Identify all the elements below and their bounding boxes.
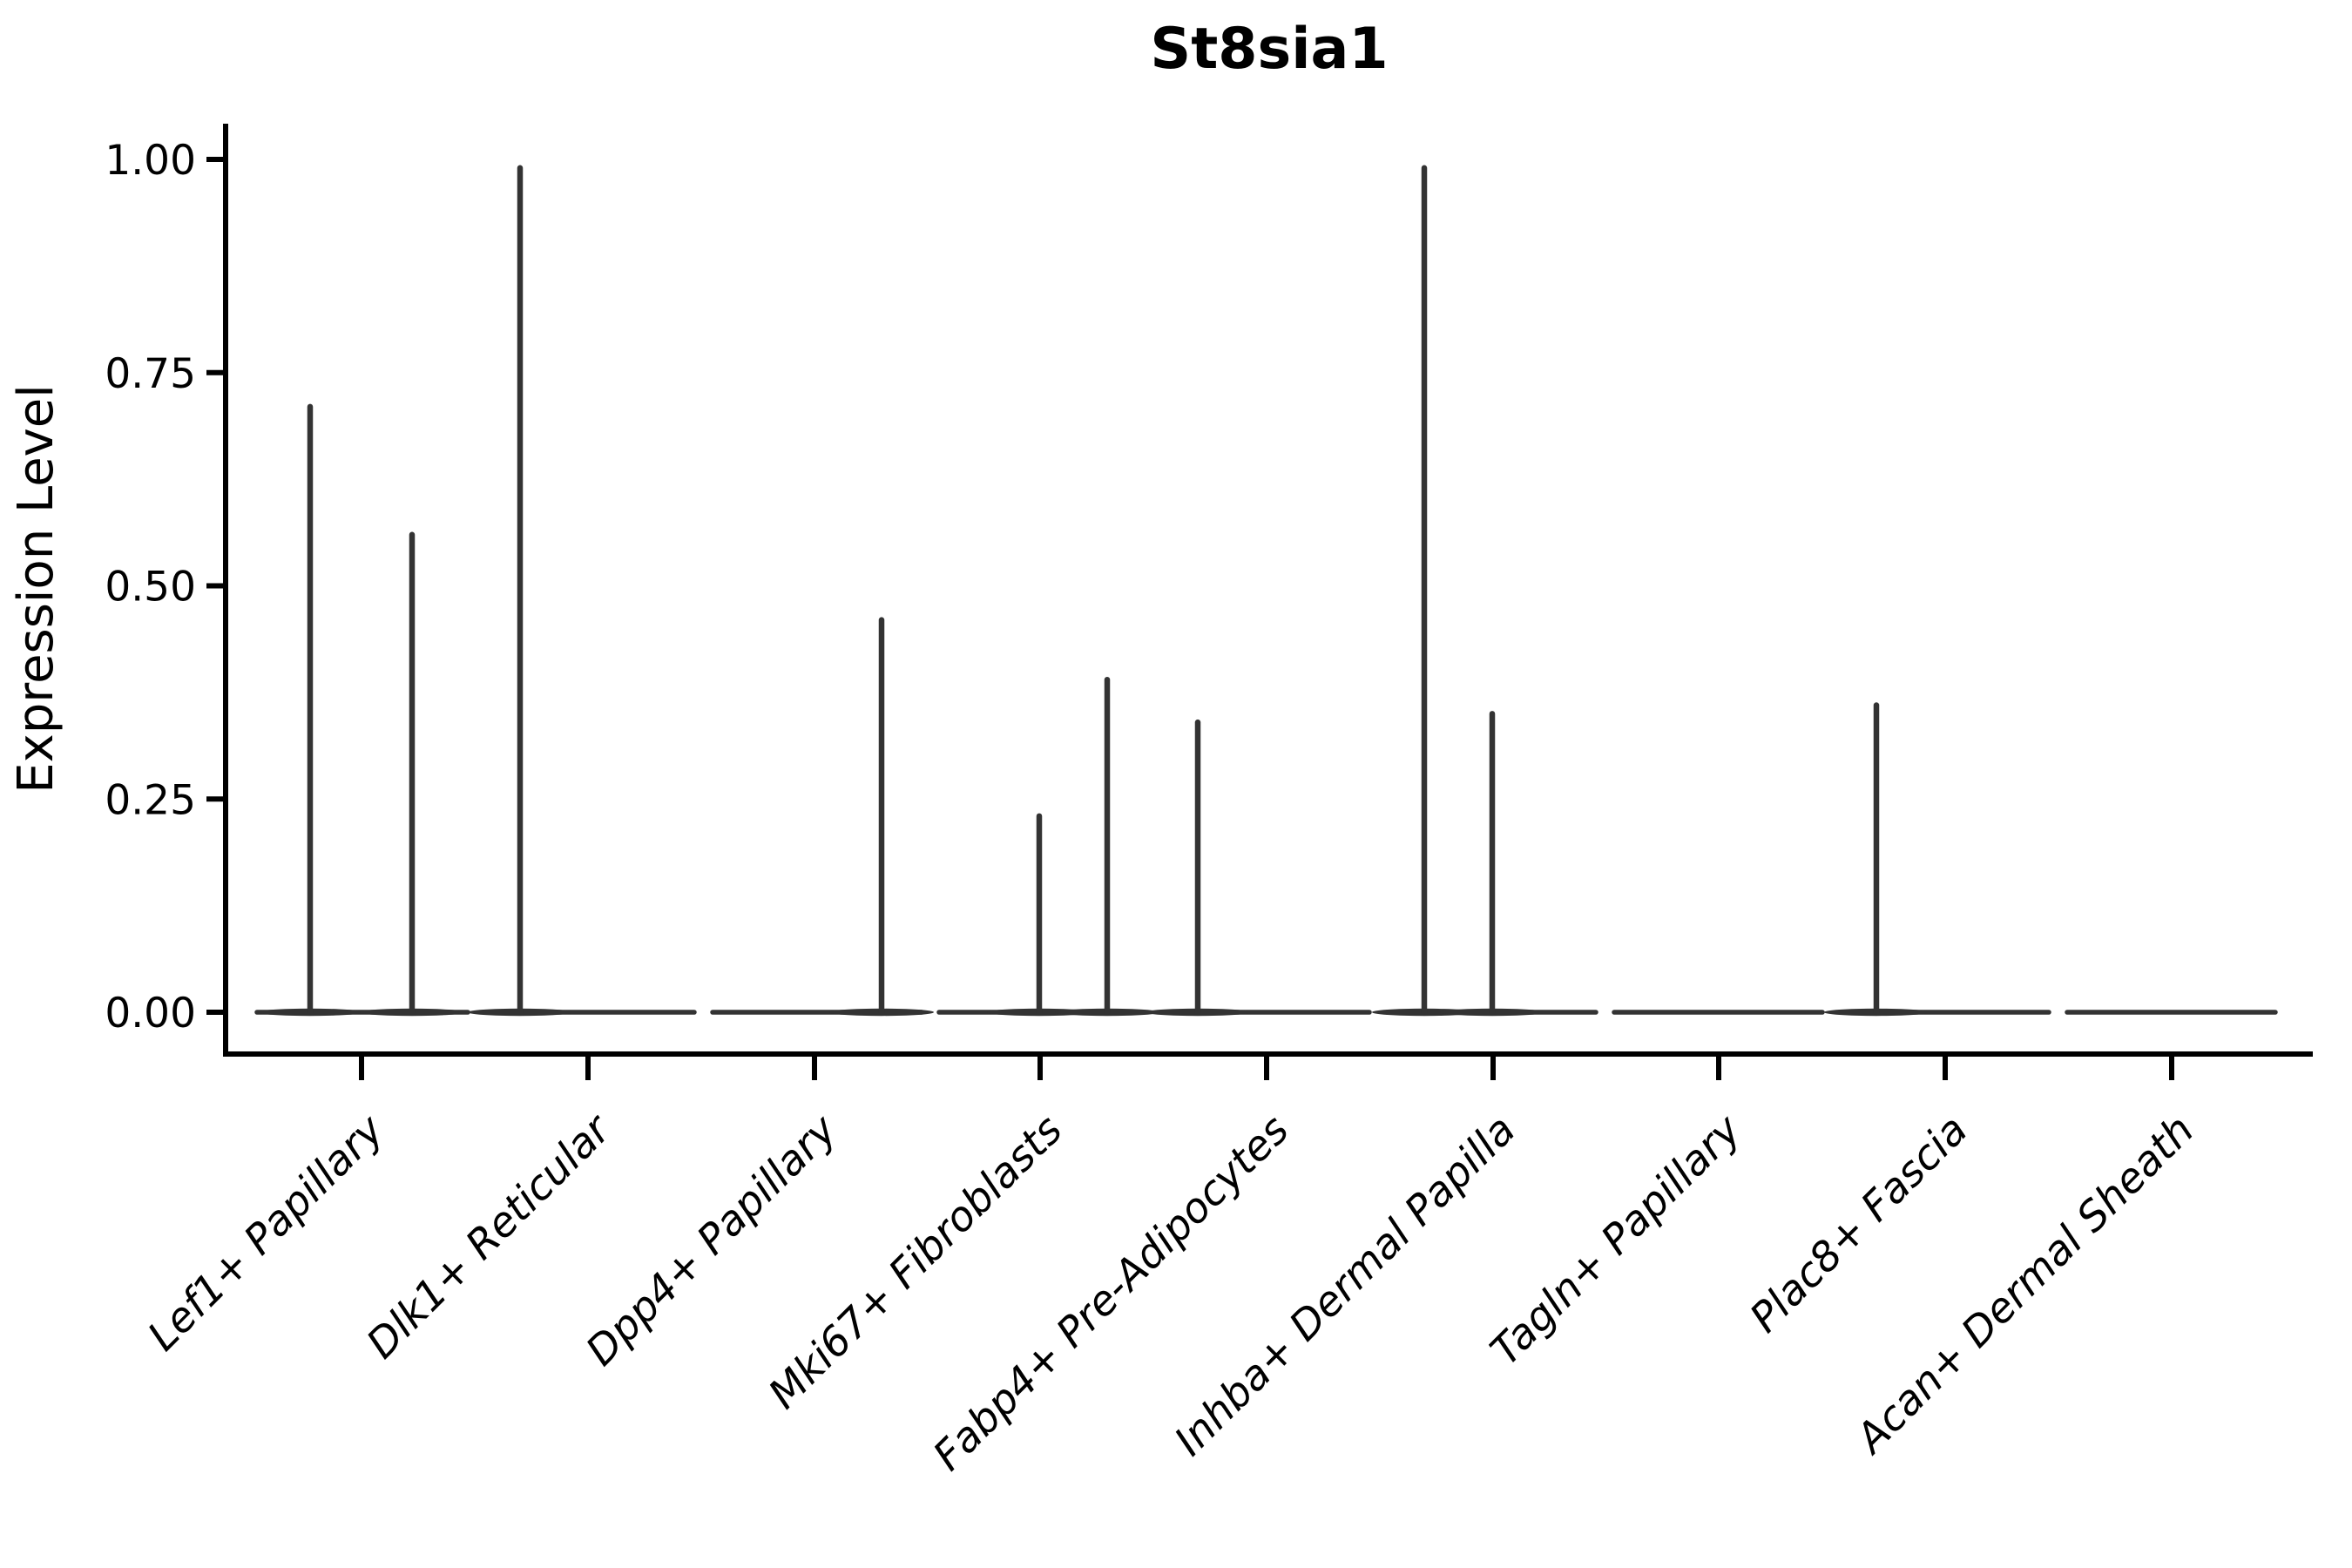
y-axis: 0.00 0.25 0.50 0.75 1.00 (105, 124, 228, 1057)
y-tick-label: 0.75 (105, 350, 196, 398)
x-tick-label: Dpp4+ Papillary (577, 1105, 847, 1375)
violin (710, 617, 934, 1017)
violin (1824, 702, 2051, 1017)
violin (1146, 719, 1372, 1017)
x-tick-label: Dlk1+ Reticular (358, 1105, 622, 1369)
y-tick-label: 1.00 (105, 137, 196, 185)
y-tick-label: 0.50 (105, 564, 196, 612)
violins (254, 165, 2278, 1017)
y-tick-label: 0.00 (105, 990, 196, 1037)
x-tick-label: Fabp4+ Pre-Adipocytes (924, 1106, 1298, 1480)
x-tick-label: Tagln+ Papillary (1482, 1105, 1752, 1375)
violin (254, 403, 470, 1017)
x-tick-label: Lef1+ Papillary (139, 1105, 394, 1361)
y-tick-label: 0.25 (105, 776, 196, 824)
violin (468, 165, 697, 1017)
violin (1372, 165, 1598, 1017)
x-tick-label: Plac8+ Fascia (1740, 1106, 1977, 1342)
y-axis-label: Expression Level (8, 384, 64, 794)
chart-title: St8sia1 (1150, 17, 1388, 82)
violin (936, 676, 1159, 1017)
